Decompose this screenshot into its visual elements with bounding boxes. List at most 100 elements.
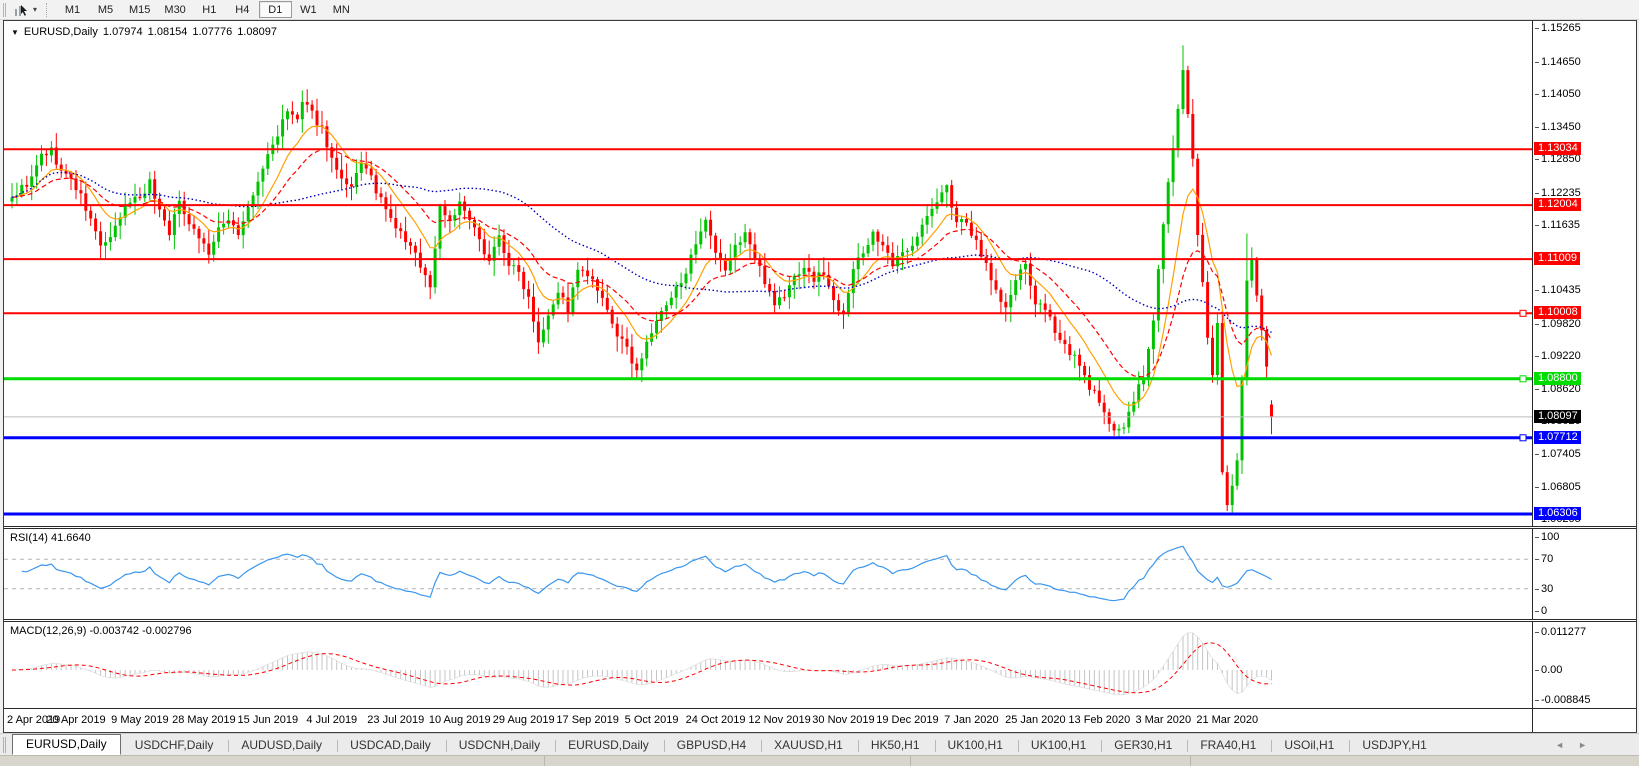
macd-indicator-label: MACD(12,26,9) -0.003742 -0.002796 — [10, 625, 192, 637]
chart-tab-uk100-h1[interactable]: UK100,H1 — [1017, 735, 1100, 755]
pane-separator[interactable] — [4, 526, 1636, 529]
chart-tab-usdcnh-daily[interactable]: USDCNH,Daily — [445, 735, 554, 755]
date-label-17-Sep-2019: 17 Sep 2019 — [556, 714, 619, 726]
price-tick-1.11635: 1.11635 — [1535, 219, 1580, 231]
date-label-28-May-2019: 28 May 2019 — [172, 714, 236, 726]
chart-tab-fra40-h1[interactable]: FRA40,H1 — [1186, 735, 1270, 755]
timeframe-button-m5[interactable]: M5 — [89, 1, 122, 18]
date-label-23-Jul-2019: 23 Jul 2019 — [367, 714, 425, 726]
date-label-3-Mar-2020: 3 Mar 2020 — [1135, 714, 1192, 726]
level-price-label-1.11009: 1.11009 — [1534, 252, 1580, 265]
ma-fast-line — [11, 125, 1273, 407]
date-label-4-Jul-2019: 4 Jul 2019 — [306, 714, 358, 726]
macd-main-line — [11, 632, 1272, 696]
status-segment — [911, 756, 1191, 766]
level-price-label-1.13034: 1.13034 — [1534, 142, 1581, 155]
chart-tab-eurusd-daily[interactable]: EURUSD,Daily — [554, 735, 663, 755]
chart-symbol-label: EURUSD,Daily — [23, 26, 98, 38]
ohlc-high-value: 1.08154 — [147, 26, 188, 38]
date-label-2-Apr-2019: 2 Apr 2019 — [7, 714, 61, 726]
date-label-24-Oct-2019: 24 Oct 2019 — [685, 714, 746, 726]
ohlc-open-value: 1.07974 — [102, 26, 143, 38]
ohlc-low-value: 1.07776 — [192, 26, 233, 38]
macd-tick--0.008845: -0.008845 — [1535, 694, 1591, 706]
chart-tab-ger30-h1[interactable]: GER30,H1 — [1100, 735, 1186, 755]
date-label-7-Jan-2020: 7 Jan 2020 — [944, 714, 999, 726]
symbol-ohlc-readout: ▼ EURUSD,Daily 1.07974 1.08154 1.07776 1.0809… — [11, 26, 282, 38]
macd-histogram — [16, 632, 1272, 695]
chart-tab-uk100-h1[interactable]: UK100,H1 — [934, 735, 1017, 755]
date-label-15-Jun-2019: 15 Jun 2019 — [237, 714, 299, 726]
chart-tab-usdchf-daily[interactable]: USDCHF,Daily — [134, 738, 214, 752]
level-handle-1.088 — [1519, 375, 1527, 383]
macd-tick-0.011277: 0.011277 — [1534, 626, 1587, 638]
chart-tab-audusd-daily[interactable]: AUDUSD,Daily — [227, 735, 336, 755]
price-tick-1.09220: 1.09220 — [1535, 350, 1581, 362]
timeframe-button-m30[interactable]: M30 — [157, 1, 192, 18]
date-label-25-Jan-2020: 25 Jan 2020 — [1005, 714, 1066, 726]
chart-tool-dropdown-caret-icon[interactable]: ▾ — [32, 5, 37, 14]
timeframe-button-d1[interactable]: D1 — [258, 1, 292, 18]
tab-scroll-left-icon[interactable]: ◄ — [1555, 740, 1565, 750]
date-label-20-Apr-2019: 20 Apr 2019 — [46, 714, 106, 726]
macd-axis: 0.011277 0.00 -0.008845 — [1532, 622, 1636, 708]
chart-tab-hk50-h1[interactable]: HK50,H1 — [857, 735, 934, 755]
top-toolbar: ▾ M1 M5 M15 M30 H1 H4 D1 W1 MN — [0, 0, 1639, 20]
timeframe-button-m15[interactable]: M15 — [122, 1, 157, 18]
rsi-axis: 100 70 30 0 — [1532, 529, 1636, 619]
macd-tick-0.00: 0.00 — [1534, 664, 1563, 676]
ma-medium-line — [11, 148, 1273, 378]
tab-scroll-arrows: ◄ ► — [1555, 740, 1587, 750]
price-axis[interactable]: 1.15265 1.14650 1.14050 1.13450 1.12850 1.122… — [1532, 21, 1636, 526]
chart-tab-usoil-h1[interactable]: USOil,H1 — [1270, 735, 1348, 755]
level-price-label-1.12004: 1.12004 — [1534, 198, 1581, 211]
macd-indicator-pane[interactable]: MACD(12,26,9) -0.003742 -0.002796 — [4, 622, 1532, 708]
rsi-canvas — [4, 545, 1532, 602]
price-tick-1.12850: 1.12850 — [1535, 153, 1581, 165]
tab-bar-grip[interactable] — [3, 737, 10, 753]
timeframe-button-h1[interactable]: H1 — [193, 1, 226, 18]
date-label-13-Feb-2020: 13 Feb 2020 — [1068, 714, 1131, 726]
macd-canvas — [11, 632, 1272, 696]
timeframe-button-h4[interactable]: H4 — [226, 1, 259, 18]
chart-tabs: EURUSD,Daily USDCHF,Daily AUDUSD,Daily USDC… — [12, 734, 1441, 755]
timeframe-button-w1[interactable]: W1 — [292, 1, 325, 18]
toolbar-grip[interactable] — [3, 2, 8, 17]
rsi-tick-0: 0 — [1534, 605, 1548, 617]
chart-tab-eurusd-daily[interactable]: EURUSD,Daily — [12, 734, 121, 755]
chart-window: ▼ EURUSD,Daily 1.07974 1.08154 1.07776 1.0809… — [3, 20, 1637, 733]
status-segment — [1191, 756, 1639, 766]
chart-tab-bar: EURUSD,Daily USDCHF,Daily AUDUSD,Daily USDC… — [0, 733, 1639, 755]
date-label-9-May-2019: 9 May 2019 — [111, 714, 169, 726]
chart-tab-xauusd-h1[interactable]: XAUUSD,H1 — [760, 735, 857, 755]
price-tick-1.12235: 1.12235 — [1535, 187, 1581, 199]
toolbar-separator — [46, 2, 50, 17]
timeframe-button-m1[interactable]: M1 — [56, 1, 89, 18]
chart-cursor-icon-svg — [15, 4, 27, 16]
rsi-tick-30: 30 — [1534, 583, 1554, 595]
rsi-indicator-pane[interactable]: RSI(14) 41.6640 — [4, 529, 1532, 619]
level-handle-1.07712 — [1519, 434, 1527, 442]
price-tick-1.08620: 1.08620 — [1535, 383, 1581, 395]
level-handle-1.10008 — [1519, 309, 1527, 317]
timeframe-button-mn[interactable]: MN — [325, 1, 358, 18]
collapse-ohlc-icon[interactable]: ▼ — [11, 28, 19, 37]
current-price-label: 1.08097 — [1534, 410, 1581, 423]
price-tick-1.09820: 1.09820 — [1535, 318, 1581, 330]
price-tick-1.07405: 1.07405 — [1535, 448, 1581, 460]
bull-candle-bodies — [10, 70, 1254, 506]
ma-slow-line — [11, 171, 1272, 333]
price-chart-canvas — [4, 45, 1532, 516]
pane-separator[interactable] — [4, 619, 1636, 622]
bear-candle-wicks — [26, 65, 1272, 512]
bear-candle-bodies — [25, 70, 1273, 506]
tab-scroll-right-icon[interactable]: ► — [1578, 740, 1587, 750]
date-axis[interactable]: 2 Apr 2019 20 Apr 2019 9 May 2019 28 May 20… — [4, 708, 1532, 732]
status-segment — [0, 756, 545, 766]
main-price-pane[interactable]: ▼ EURUSD,Daily 1.07974 1.08154 1.07776 1.0809… — [4, 21, 1532, 526]
price-tick-1.15265: 1.15265 — [1535, 22, 1581, 34]
chart-cursor-icon[interactable] — [12, 2, 30, 18]
chart-tab-usdjpy-h1[interactable]: USDJPY,H1 — [1348, 735, 1440, 755]
chart-tab-gbpusd-h4[interactable]: GBPUSD,H4 — [663, 735, 760, 755]
chart-tab-usdcad-daily[interactable]: USDCAD,Daily — [336, 735, 445, 755]
